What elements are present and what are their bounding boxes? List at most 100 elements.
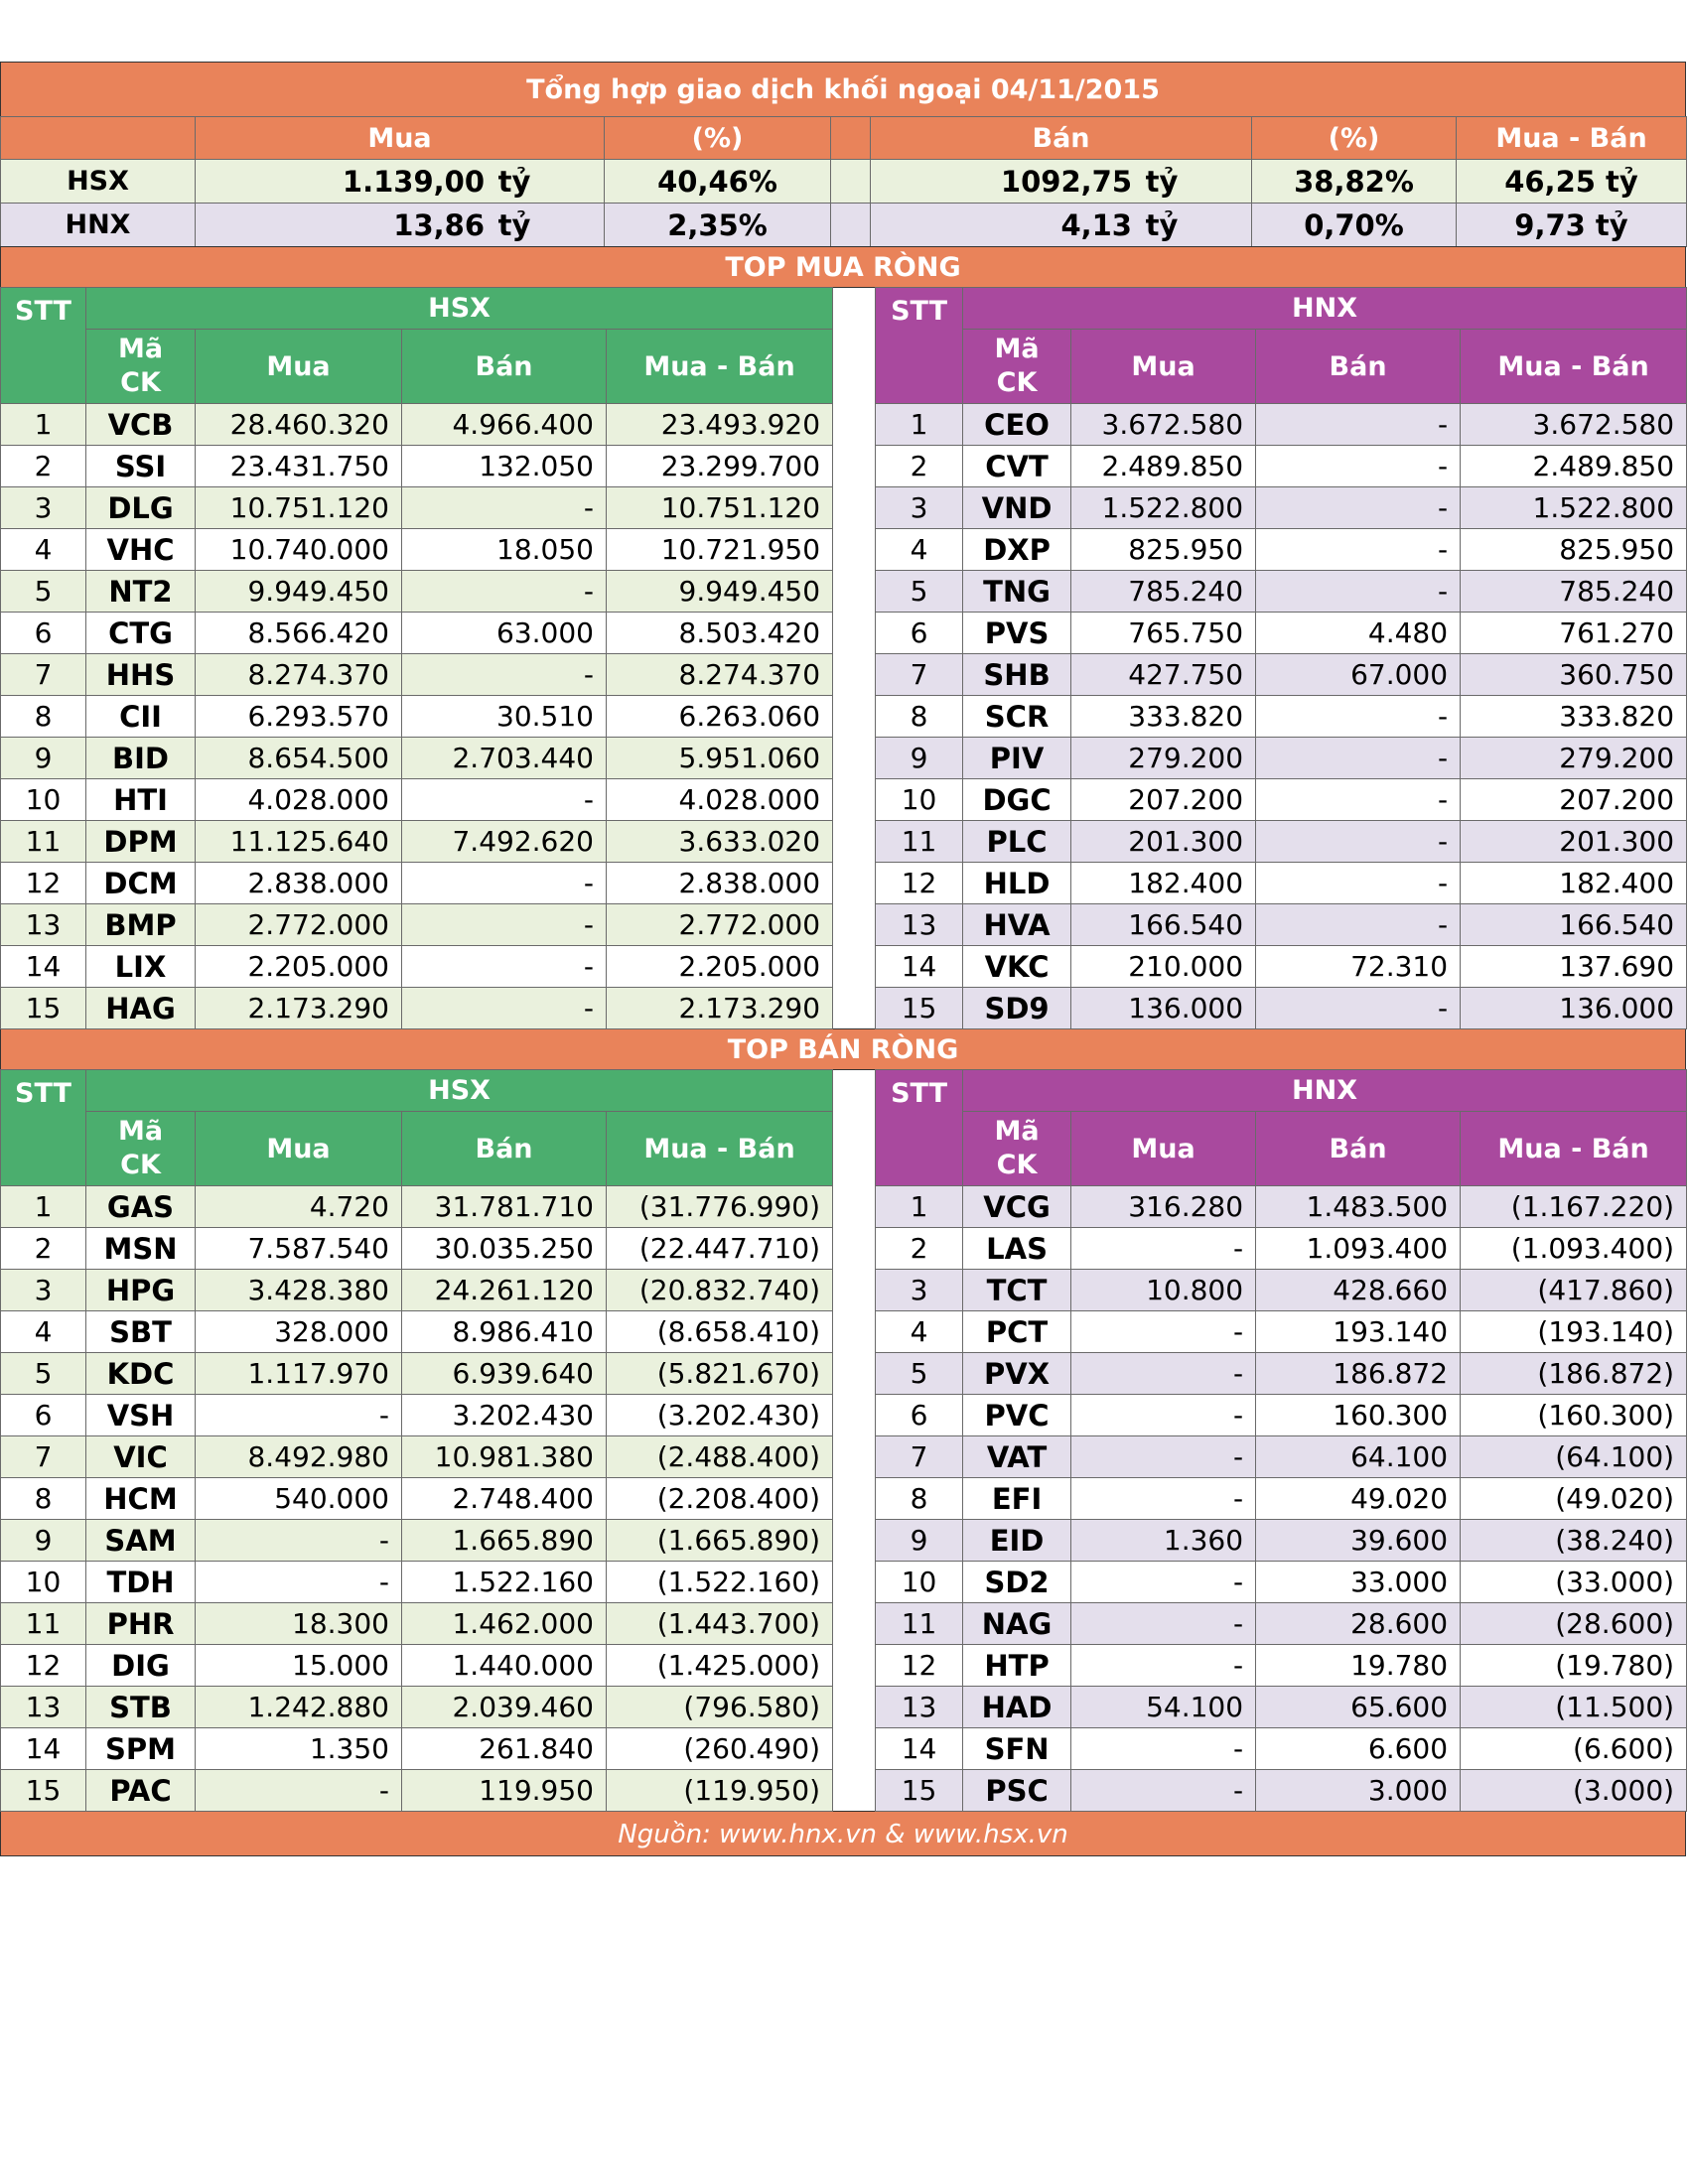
row-ban: 186.872 [1255, 1352, 1462, 1395]
row-ban: 10.981.380 [401, 1435, 607, 1478]
row-net: (1.443.700) [605, 1602, 834, 1645]
row-stt: 2 [0, 445, 86, 487]
col-ma-header-line1: Mã [994, 1116, 1040, 1147]
row-ticker: SD2 [962, 1561, 1072, 1603]
row-ban: - [1255, 528, 1462, 571]
row-ban: - [401, 653, 607, 696]
row-stt: 5 [0, 570, 86, 613]
row-stt: 4 [0, 528, 86, 571]
row-stt: 11 [875, 1602, 964, 1645]
table-row: 5 NT2 9.949.450-9.949.450 [0, 570, 834, 613]
row-ban: 1.483.500 [1255, 1185, 1462, 1228]
row-ban: 28.600 [1255, 1602, 1462, 1645]
row-net: 10.751.120 [605, 486, 834, 529]
row-ban: - [401, 778, 607, 821]
row-net: (417.860) [1460, 1269, 1688, 1311]
top-sell-section: STT HSX Mã CK Mua Bán Mua - Bán 1 GAS 4.720 31.781… [0, 1069, 1688, 1812]
row-mua: 279.200 [1070, 737, 1257, 779]
row-stt: 15 [875, 1769, 964, 1812]
row-net: 201.300 [1460, 820, 1688, 863]
row-ticker: VCB [85, 403, 196, 446]
section-gap [833, 1069, 875, 1079]
summary-hsx-ban-cell: 1092,75 tỷ [870, 159, 1252, 204]
table-row: 10 DGC 207.200-207.200 [875, 778, 1688, 821]
row-stt: 2 [0, 1227, 86, 1270]
row-ticker: NAG [962, 1602, 1072, 1645]
row-ban: - [401, 862, 607, 904]
row-mua: 785.240 [1070, 570, 1257, 613]
row-stt: 9 [0, 1519, 86, 1562]
row-stt: 6 [875, 1394, 964, 1436]
row-stt: 14 [0, 1727, 86, 1770]
summary-header-row: Mua (%) Bán (%) Mua - Bán [0, 116, 1687, 160]
row-ticker: DLG [85, 486, 196, 529]
row-stt: 7 [875, 653, 964, 696]
row-ban: 24.261.120 [401, 1269, 607, 1311]
report-title: Tổng hợp giao dịch khối ngoại 04/11/2015 [0, 62, 1686, 117]
row-mua: 4.028.000 [195, 778, 402, 821]
table-row: 7 SHB 427.750 67.000 360.750 [875, 653, 1688, 696]
row-mua: 2.838.000 [195, 862, 402, 904]
summary-hnx-net: 9,73 tỷ [1456, 203, 1687, 247]
table-row: 15 PAC -119.950 (119.950) [0, 1769, 834, 1812]
row-ticker: DPM [85, 820, 196, 863]
summary-table: Mua (%) Bán (%) Mua - Bán HSX 1.139,00 tỷ… [0, 116, 1687, 247]
row-ban: 132.050 [401, 445, 607, 487]
row-net: (64.100) [1460, 1435, 1688, 1478]
row-ban: - [401, 945, 607, 988]
row-net: 8.274.370 [605, 653, 834, 696]
row-net: (33.000) [1460, 1561, 1688, 1603]
row-ban: - [1255, 903, 1462, 946]
row-stt: 5 [875, 570, 964, 613]
row-net: 3.633.020 [605, 820, 834, 863]
table-row: 10 HTI 4.028.000-4.028.000 [0, 778, 834, 821]
row-ban: - [1255, 862, 1462, 904]
row-net: 2.772.000 [605, 903, 834, 946]
table-row: 1 VCG 316.280 1.483.500 (1.167.220) [875, 1185, 1688, 1228]
row-stt: 3 [875, 486, 964, 529]
row-ticker: PVS [962, 612, 1072, 654]
row-stt: 4 [875, 1310, 964, 1353]
row-ticker: HAG [85, 987, 196, 1029]
row-ticker: TDH [85, 1561, 196, 1603]
row-mua: - [1070, 1310, 1257, 1353]
table-row: 7 VIC 8.492.980 10.981.380 (2.488.400) [0, 1435, 834, 1478]
row-ban: 6.939.640 [401, 1352, 607, 1395]
table-row: 4 SBT 328.000 8.986.410 (8.658.410) [0, 1310, 834, 1353]
row-ticker: PAC [85, 1769, 196, 1812]
summary-unit: tỷ [497, 207, 531, 242]
source-footer: Nguồn: www.hnx.vn & www.hsx.vn [0, 1811, 1686, 1856]
row-ban: 6.600 [1255, 1727, 1462, 1770]
row-ticker: SSI [85, 445, 196, 487]
row-net: 137.690 [1460, 945, 1688, 988]
row-mua: - [195, 1394, 402, 1436]
row-ticker: KDC [85, 1352, 196, 1395]
row-ticker: GAS [85, 1185, 196, 1228]
row-mua: 8.274.370 [195, 653, 402, 696]
table-row: 3 DLG 10.751.120-10.751.120 [0, 486, 834, 529]
table-row: 9 SAM -1.665.890 (1.665.890) [0, 1519, 834, 1562]
table-row: 6 PVC -160.300 (160.300) [875, 1394, 1688, 1436]
table-row: 12 DCM 2.838.000-2.838.000 [0, 862, 834, 904]
row-mua: 8.566.420 [195, 612, 402, 654]
row-mua: 2.205.000 [195, 945, 402, 988]
row-net: (22.447.710) [605, 1227, 834, 1270]
table-header-row: STT HSX [0, 1069, 834, 1186]
row-mua: - [1070, 1644, 1257, 1687]
row-stt: 13 [0, 903, 86, 946]
row-ticker: STB [85, 1686, 196, 1728]
row-ticker: CEO [962, 403, 1072, 446]
col-stt-header: STT [875, 287, 964, 404]
row-mua: 210.000 [1070, 945, 1257, 988]
col-ma-header-line2: CK [996, 1150, 1038, 1180]
row-ticker: BID [85, 737, 196, 779]
row-net: (1.093.400) [1460, 1227, 1688, 1270]
row-stt: 15 [875, 987, 964, 1029]
row-mua: 1.117.970 [195, 1352, 402, 1395]
col-ban-header: Bán [401, 329, 607, 404]
summary-hnx-mua-pct: 2,35% [604, 203, 831, 247]
row-ticker: HHS [85, 653, 196, 696]
row-net: (2.208.400) [605, 1477, 834, 1520]
row-net: (2.488.400) [605, 1435, 834, 1478]
col-ma-header-line2: CK [120, 367, 161, 398]
